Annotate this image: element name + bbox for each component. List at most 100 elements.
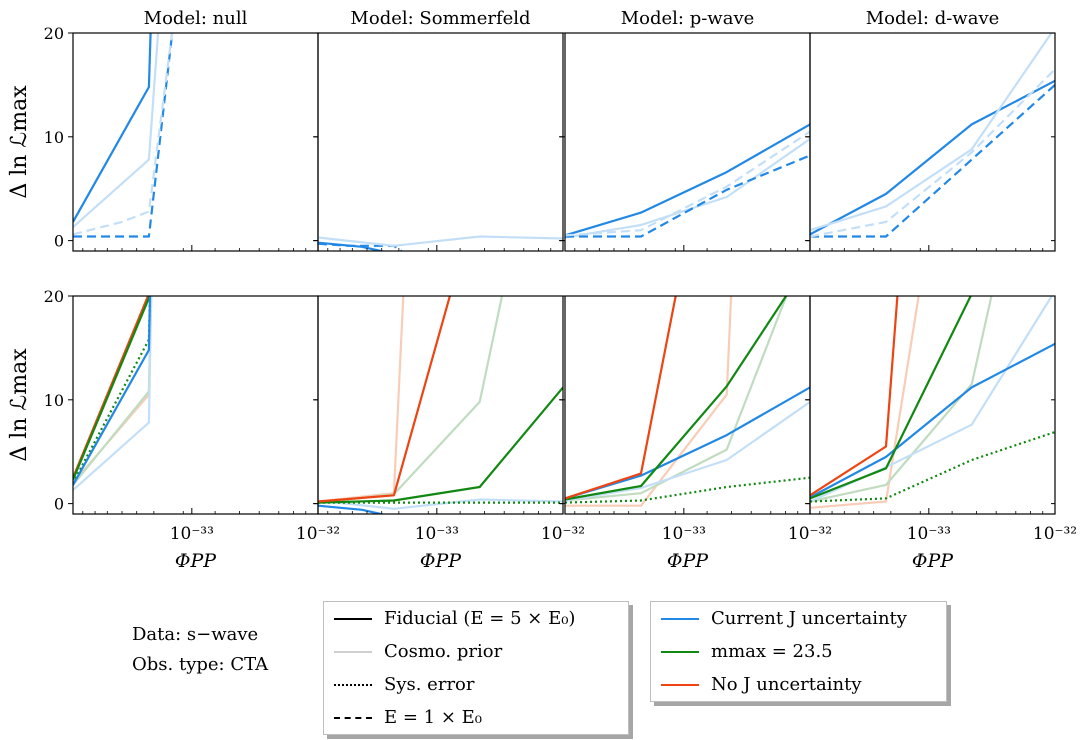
legend-swatch bbox=[334, 617, 372, 620]
x-tick-label: 10⁻³³ bbox=[662, 524, 706, 544]
x-tick-label: 10⁻³³ bbox=[170, 524, 214, 544]
series-line-current-light bbox=[318, 235, 563, 247]
x-axis-label: ΦPP bbox=[420, 550, 462, 572]
legend-label: Current J uncertainty bbox=[711, 608, 907, 629]
series-line-mmax-solid bbox=[810, 296, 972, 500]
x-tick-label: 10⁻³² bbox=[788, 524, 832, 544]
series-line-mmax-dotted bbox=[810, 430, 1055, 503]
series-line-mmax-solid bbox=[565, 296, 788, 501]
panel-0-d-wave: Model: d-wave bbox=[805, 8, 1056, 252]
series-line-noj-light bbox=[565, 296, 733, 507]
panel-1-d-wave: 10⁻³³ 10⁻³² ΦPP bbox=[805, 295, 1077, 572]
series-group bbox=[73, 296, 153, 491]
series-line-noj-light bbox=[318, 296, 405, 503]
series-group bbox=[318, 296, 563, 514]
data-info-box: Data: s−wave Obs. type: CTA bbox=[132, 620, 268, 680]
color-legend: Current J uncertainty mmax = 23.5 No J unc… bbox=[650, 601, 947, 702]
y-tick-label: 10 bbox=[44, 391, 64, 410]
data-type-label: Data: s−wave bbox=[132, 624, 259, 645]
series-line-current-light bbox=[318, 498, 563, 510]
series-line-current-dashed bbox=[318, 242, 404, 251]
legend-style-item-0: Fiducial (E = 5 × E₀) bbox=[324, 602, 628, 635]
panel-frame bbox=[564, 32, 811, 252]
series-group bbox=[565, 123, 810, 239]
series-group bbox=[810, 296, 1055, 509]
legend-swatch bbox=[661, 617, 699, 620]
y-tick-label: 10 bbox=[44, 128, 64, 147]
series-line-mmax-solid bbox=[318, 386, 563, 504]
series-line-noj-solid bbox=[318, 296, 452, 503]
legend-swatch bbox=[661, 650, 699, 653]
series-line-current-light bbox=[810, 33, 1053, 232]
legend-label: Cosmo. prior bbox=[384, 641, 503, 662]
series-line-current-solid bbox=[73, 33, 152, 223]
x-tick-label: 10⁻³³ bbox=[415, 524, 459, 544]
legend-label: mmax = 23.5 bbox=[711, 641, 833, 662]
y-axis-label-bottom: Δ ln ℒmax bbox=[7, 348, 32, 462]
y-axis-label-top: Δ ln ℒmax bbox=[7, 85, 32, 199]
series-line-current-dashed bbox=[810, 84, 1055, 238]
x-tick-label: 10⁻³² bbox=[296, 524, 340, 544]
x-tick-label: 10⁻³² bbox=[541, 524, 585, 544]
series-line-current-light bbox=[565, 137, 810, 239]
series-line-current-lightdashed bbox=[565, 130, 810, 237]
legend-label: E = 1 × E₀ bbox=[384, 707, 482, 728]
legend-color-item-0: Current J uncertainty bbox=[651, 602, 946, 635]
legend-style-item-2: Sys. error bbox=[324, 668, 628, 701]
series-group bbox=[318, 235, 563, 251]
panel-1-p-wave: 10⁻³³ 10⁻³² ΦPP bbox=[560, 295, 832, 572]
legend-swatch bbox=[334, 683, 372, 686]
y-tick-label: 20 bbox=[44, 24, 64, 43]
panel-frame bbox=[72, 295, 319, 515]
figure: 0 10 20 Model: null Model: Sommerfeld Model: … bbox=[7, 8, 1077, 572]
series-group bbox=[73, 33, 174, 238]
series-group bbox=[810, 33, 1055, 238]
series-line-current-solid bbox=[810, 79, 1055, 236]
legend-color-item-1: mmax = 23.5 bbox=[651, 635, 946, 668]
x-axis-label: ΦPP bbox=[175, 550, 217, 572]
series-group bbox=[565, 296, 810, 507]
line-style-legend: Fiducial (E = 5 × E₀) Cosmo. prior Sys. er… bbox=[323, 601, 629, 735]
legend-swatch bbox=[334, 716, 372, 719]
panel-frame bbox=[809, 295, 1056, 515]
legend-swatch bbox=[661, 683, 699, 686]
series-line-current-solid bbox=[565, 386, 810, 500]
y-tick-label: 0 bbox=[54, 495, 64, 514]
panel-frame bbox=[72, 32, 319, 252]
x-axis-label: ΦPP bbox=[667, 550, 709, 572]
series-line-noj-solid bbox=[565, 296, 677, 500]
series-line-mmax-light bbox=[565, 296, 788, 502]
panel-frame bbox=[317, 32, 564, 252]
series-line-noj-solid bbox=[73, 296, 150, 479]
series-line-current-light bbox=[73, 33, 160, 228]
panel-0-null: 0 10 20 Model: null bbox=[44, 8, 319, 252]
series-line-current-solid bbox=[810, 342, 1055, 499]
series-line-current-dashed bbox=[73, 33, 174, 238]
panel-1-null: 0 10 20 10⁻³³ 10⁻³² ΦPP bbox=[44, 287, 340, 572]
series-line-mmax-dotted bbox=[565, 476, 810, 504]
legend-label: Sys. error bbox=[384, 674, 475, 695]
series-line-current-light bbox=[565, 400, 810, 502]
legend-swatch bbox=[334, 650, 372, 653]
panel-1-sommerfeld: 10⁻³³ 10⁻³² ΦPP bbox=[313, 295, 585, 572]
obs-type-label: Obs. type: CTA bbox=[132, 654, 269, 675]
series-line-current-light bbox=[810, 296, 1054, 503]
series-line-noj-light bbox=[810, 296, 920, 509]
legend-style-item-3: E = 1 × E₀ bbox=[324, 701, 628, 734]
panel-title: Model: d-wave bbox=[866, 8, 1000, 29]
panel-frame bbox=[809, 32, 1056, 252]
legend-color-item-2: No J uncertainty bbox=[651, 668, 946, 701]
series-line-current-light bbox=[73, 296, 153, 491]
panel-frame bbox=[317, 295, 564, 515]
panel-title: Model: p-wave bbox=[621, 8, 755, 29]
series-line-current-solid bbox=[565, 123, 810, 237]
series-line-mmax-light bbox=[318, 296, 504, 504]
x-tick-label: 10⁻³³ bbox=[907, 524, 951, 544]
legend-style-item-1: Cosmo. prior bbox=[324, 635, 628, 668]
legend-label: Fiducial (E = 5 × E₀) bbox=[384, 608, 576, 629]
series-line-current-lightdashed bbox=[810, 68, 1055, 238]
series-line-mmax-light bbox=[810, 296, 993, 503]
panel-0-sommerfeld: Model: Sommerfeld bbox=[313, 8, 564, 252]
series-line-noj-solid bbox=[810, 296, 899, 497]
panel-title: Model: Sommerfeld bbox=[350, 8, 530, 29]
